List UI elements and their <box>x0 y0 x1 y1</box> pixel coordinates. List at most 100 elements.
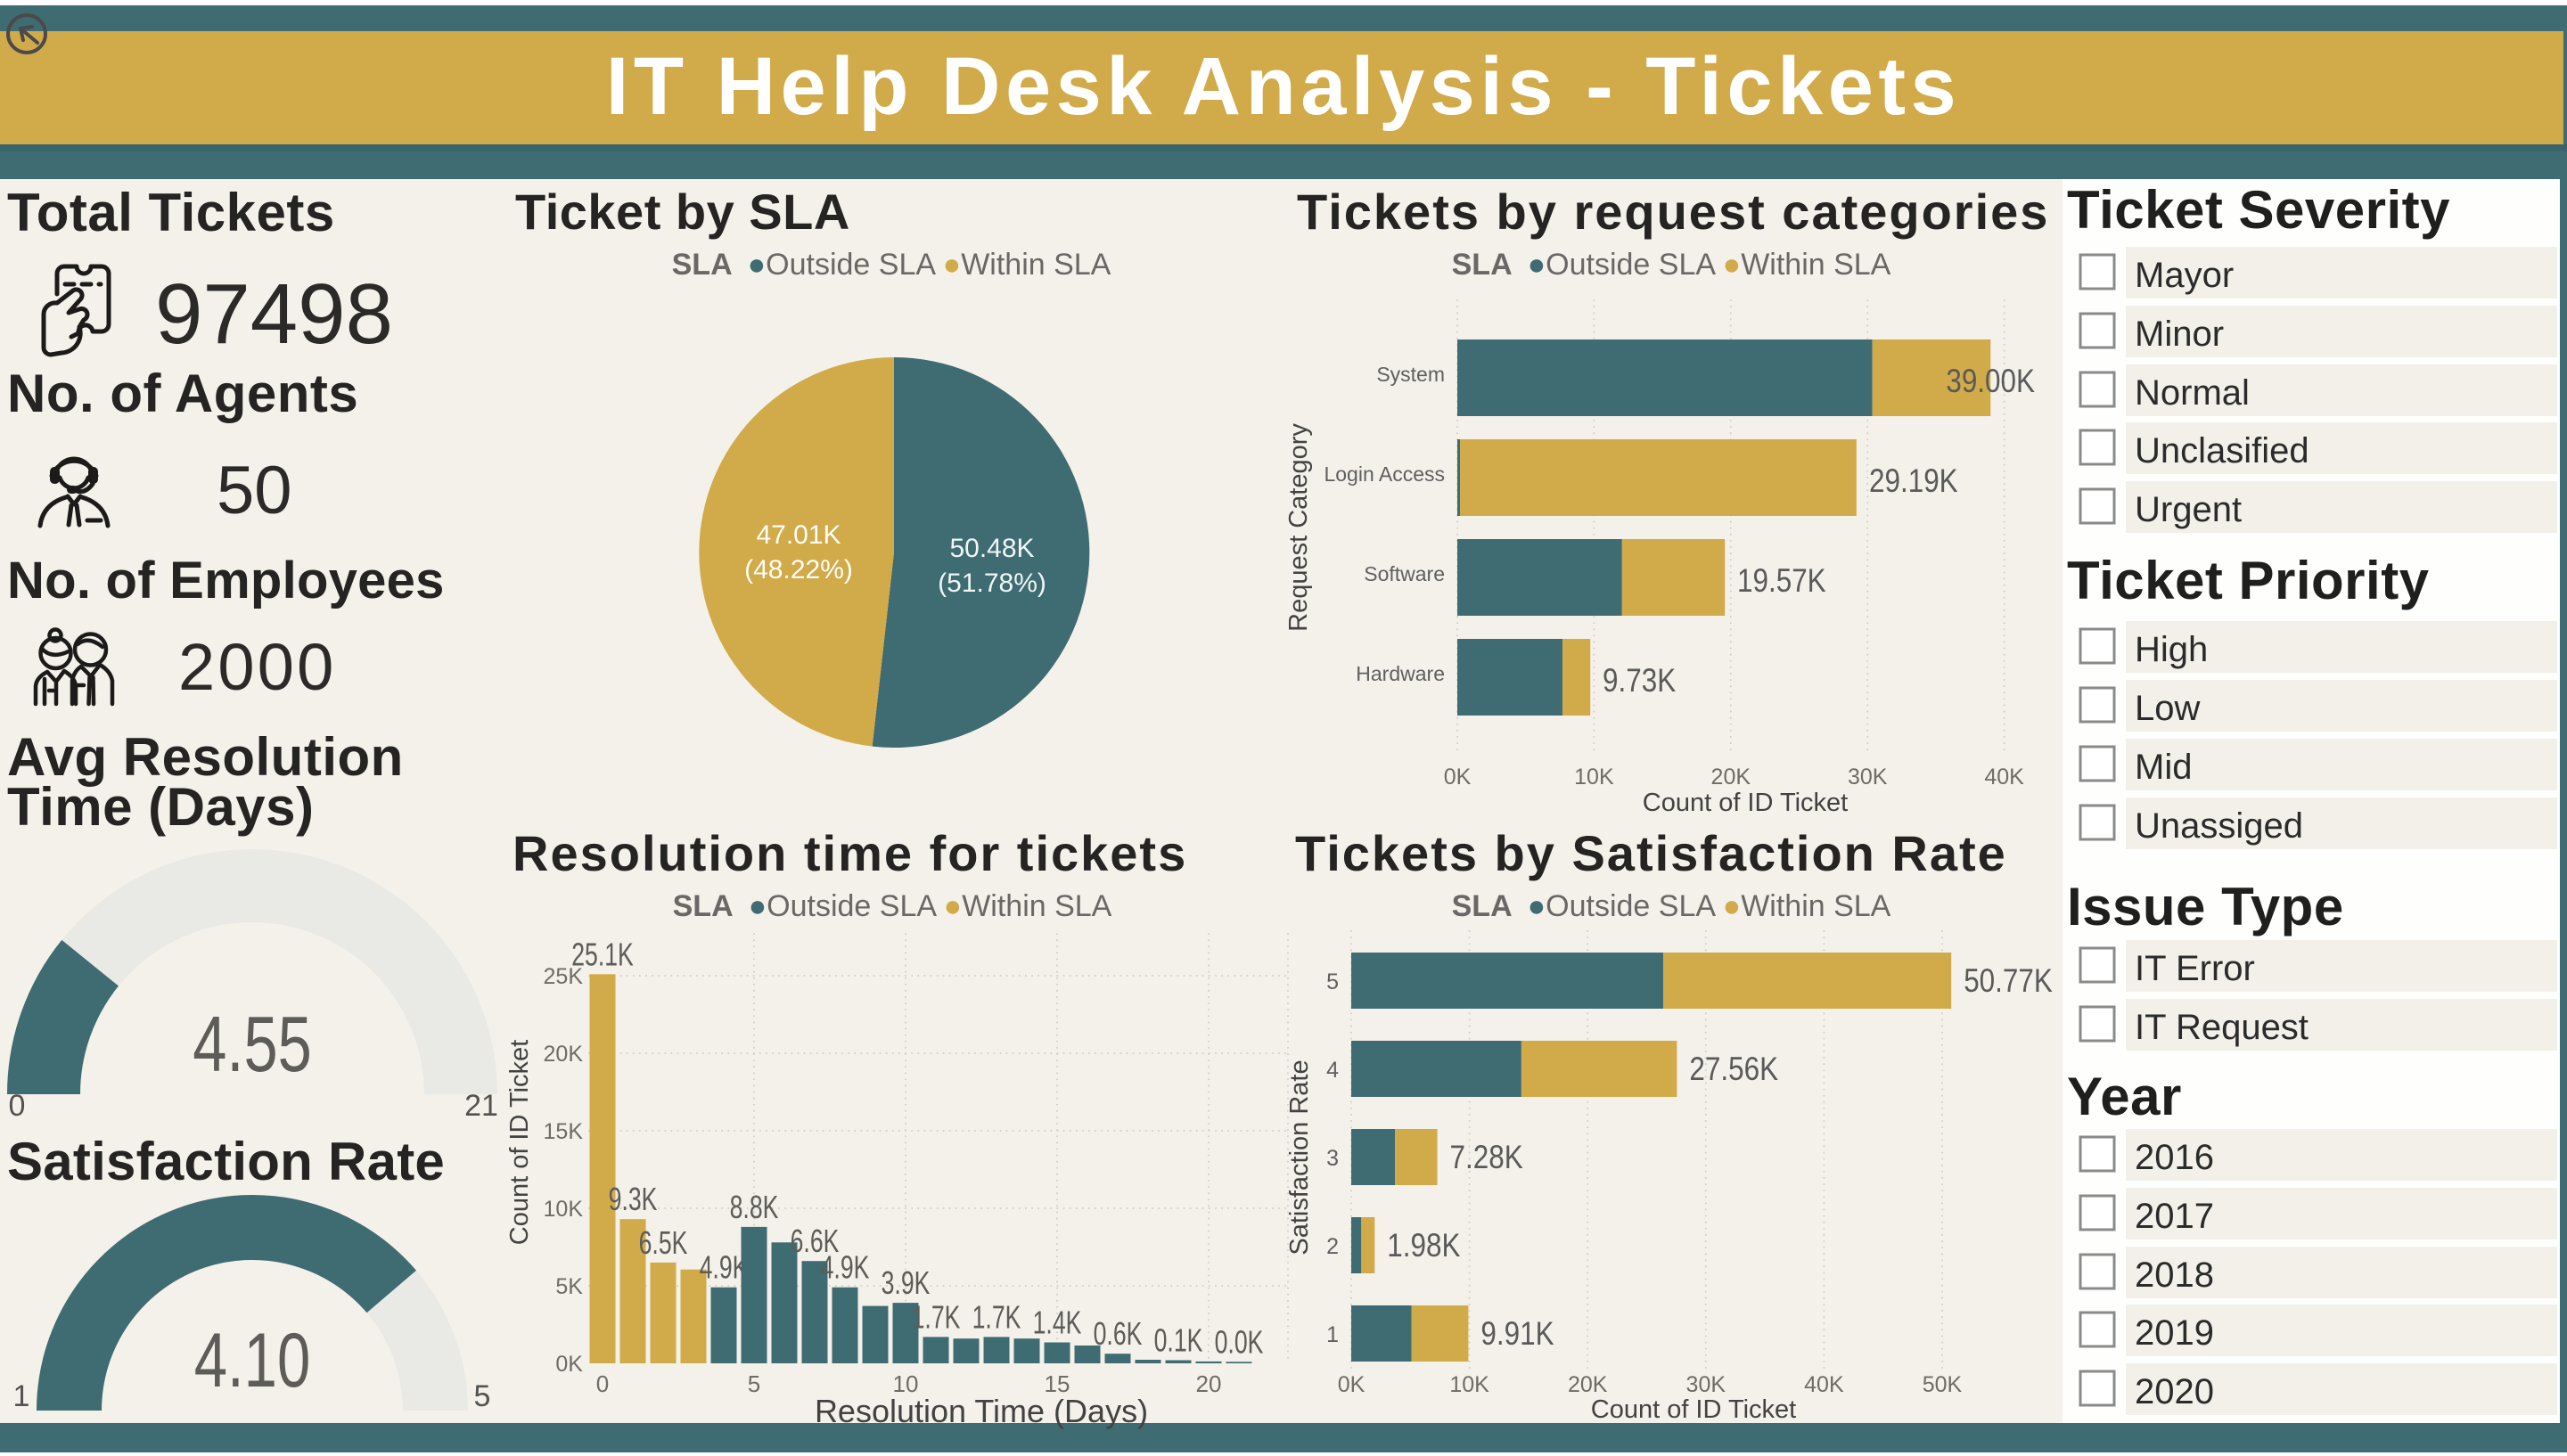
svg-text:6.6K: 6.6K <box>791 1223 840 1259</box>
svg-text:7.28K: 7.28K <box>1450 1140 1523 1176</box>
svg-text:4: 4 <box>1326 1058 1339 1083</box>
svg-text:25K: 25K <box>544 964 584 989</box>
svg-text:Count of ID Ticket: Count of ID Ticket <box>1643 789 1849 817</box>
svg-text:4.9K: 4.9K <box>821 1249 870 1286</box>
svg-text:2016: 2016 <box>2135 1138 2214 1177</box>
svg-text:Normal: Normal <box>2135 373 2250 413</box>
svg-text:Tickets by Satisfaction Rate: Tickets by Satisfaction Rate <box>1295 825 2007 881</box>
svg-text:SLA ●Outside SLA ●Within SLA: SLA ●Outside SLA ●Within SLA <box>1452 889 1891 923</box>
svg-text:Tickets by request categories: Tickets by request categories <box>1297 184 2049 240</box>
svg-text:9.73K: 9.73K <box>1603 663 1676 699</box>
svg-text:4.55: 4.55 <box>193 1001 312 1088</box>
svg-text:2020: 2020 <box>2135 1372 2214 1411</box>
svg-text:0.0K: 0.0K <box>1215 1323 1264 1360</box>
svg-text:Low: Low <box>2135 689 2200 728</box>
svg-text:1.4K: 1.4K <box>1033 1305 1082 1341</box>
svg-text:(51.78%): (51.78%) <box>938 568 1046 598</box>
svg-text:15: 15 <box>1045 1370 1070 1397</box>
svg-text:1: 1 <box>13 1379 30 1413</box>
svg-text:29.19K: 29.19K <box>1869 463 1958 500</box>
svg-text:2000: 2000 <box>178 630 336 704</box>
svg-text:Ticket by SLA: Ticket by SLA <box>515 184 850 240</box>
svg-text:Issue Type: Issue Type <box>2067 877 2344 937</box>
svg-text:SLA ●Outside SLA ●Within SLA: SLA ●Outside SLA ●Within SLA <box>1452 248 1891 282</box>
svg-text:Ticket Severity: Ticket Severity <box>2067 180 2450 240</box>
svg-text:50.48K: 50.48K <box>949 534 1034 563</box>
svg-text:2017: 2017 <box>2135 1197 2214 1236</box>
svg-text:20K: 20K <box>1568 1372 1608 1397</box>
svg-text:2019: 2019 <box>2135 1313 2214 1353</box>
svg-text:0K: 0K <box>1338 1372 1366 1397</box>
svg-text:4.10: 4.10 <box>194 1318 311 1403</box>
svg-text:20K: 20K <box>1711 765 1751 789</box>
svg-text:Time (Days): Time (Days) <box>7 777 315 837</box>
svg-text:0: 0 <box>9 1089 26 1123</box>
svg-text:2: 2 <box>1326 1234 1339 1259</box>
svg-text:50K: 50K <box>1923 1372 1963 1397</box>
svg-text:No. of Agents: No. of Agents <box>7 364 358 423</box>
svg-text:1.7K: 1.7K <box>972 1298 1021 1335</box>
svg-text:Software: Software <box>1364 562 1445 585</box>
svg-text:20: 20 <box>1196 1370 1222 1397</box>
svg-text:Satisfaction Rate: Satisfaction Rate <box>7 1132 445 1191</box>
svg-text:8.8K: 8.8K <box>730 1189 779 1225</box>
svg-text:1.7K: 1.7K <box>912 1298 961 1335</box>
svg-text:30K: 30K <box>1848 765 1888 789</box>
svg-text:10: 10 <box>893 1370 919 1397</box>
svg-text:Count of ID Ticket: Count of ID Ticket <box>1591 1395 1797 1424</box>
svg-text:15K: 15K <box>544 1119 584 1144</box>
svg-text:39.00K: 39.00K <box>1946 364 2035 400</box>
svg-text:19.57K: 19.57K <box>1737 563 1826 600</box>
svg-text:3: 3 <box>1326 1146 1339 1171</box>
svg-text:9.91K: 9.91K <box>1480 1316 1554 1353</box>
svg-text:10K: 10K <box>544 1197 584 1222</box>
svg-text:No. of Employees: No. of Employees <box>7 552 445 609</box>
svg-text:System: System <box>1376 363 1445 386</box>
svg-text:5: 5 <box>1326 969 1339 994</box>
svg-text:5: 5 <box>474 1379 491 1413</box>
svg-text:5: 5 <box>748 1370 760 1397</box>
svg-text:0K: 0K <box>1444 765 1472 789</box>
svg-text:Unassiged: Unassiged <box>2135 806 2303 846</box>
svg-text:(48.22%): (48.22%) <box>744 555 853 585</box>
svg-text:30K: 30K <box>1686 1372 1726 1397</box>
svg-text:0.1K: 0.1K <box>1154 1322 1203 1359</box>
svg-text:0.6K: 0.6K <box>1094 1315 1143 1352</box>
svg-text:4.9K: 4.9K <box>700 1249 749 1286</box>
svg-text:47.01K: 47.01K <box>756 520 841 550</box>
svg-text:21: 21 <box>464 1089 498 1123</box>
svg-text:Unclasified: Unclasified <box>2135 431 2309 470</box>
svg-text:25.1K: 25.1K <box>571 936 634 972</box>
svg-text:6.5K: 6.5K <box>639 1224 688 1261</box>
svg-text:27.56K: 27.56K <box>1689 1051 1778 1088</box>
svg-text:SLA ●Outside SLA ●Within SLA: SLA ●Outside SLA ●Within SLA <box>672 248 1111 282</box>
svg-text:3.9K: 3.9K <box>882 1264 931 1301</box>
svg-text:5K: 5K <box>555 1274 583 1299</box>
svg-text:Hardware: Hardware <box>1356 662 1445 685</box>
svg-text:Urgent: Urgent <box>2135 490 2242 529</box>
svg-text:Avg Resolution: Avg Resolution <box>7 727 404 787</box>
svg-text:IT Request: IT Request <box>2135 1008 2309 1047</box>
svg-text:40K: 40K <box>1804 1372 1844 1397</box>
svg-text:IT Error: IT Error <box>2135 949 2255 988</box>
svg-text:9.3K: 9.3K <box>609 1181 658 1217</box>
svg-text:Mid: Mid <box>2135 748 2192 787</box>
svg-text:10K: 10K <box>1574 765 1614 789</box>
svg-text:0: 0 <box>596 1370 609 1397</box>
svg-text:IT Help Desk Analysis - Ticket: IT Help Desk Analysis - Tickets <box>606 41 1961 132</box>
svg-text:1.98K: 1.98K <box>1387 1228 1460 1264</box>
svg-text:Resolution Time (Days): Resolution Time (Days) <box>815 1393 1148 1429</box>
svg-text:50.77K: 50.77K <box>1964 963 2053 1000</box>
svg-text:Total Tickets: Total Tickets <box>7 183 335 242</box>
svg-text:Mayor: Mayor <box>2135 256 2234 295</box>
svg-text:Minor: Minor <box>2135 315 2224 354</box>
svg-text:Ticket Priority: Ticket Priority <box>2067 551 2430 610</box>
svg-text:Resolution time for tickets: Resolution time for tickets <box>513 825 1187 881</box>
svg-text:Request Category: Request Category <box>1284 423 1313 632</box>
svg-text:0K: 0K <box>555 1352 583 1377</box>
svg-text:50: 50 <box>217 453 292 528</box>
svg-text:97498: 97498 <box>155 266 393 362</box>
svg-text:10K: 10K <box>1449 1372 1489 1397</box>
svg-text:SLA ●Outside SLA ●Within SLA: SLA ●Outside SLA ●Within SLA <box>673 889 1112 923</box>
svg-text:20K: 20K <box>544 1042 584 1067</box>
